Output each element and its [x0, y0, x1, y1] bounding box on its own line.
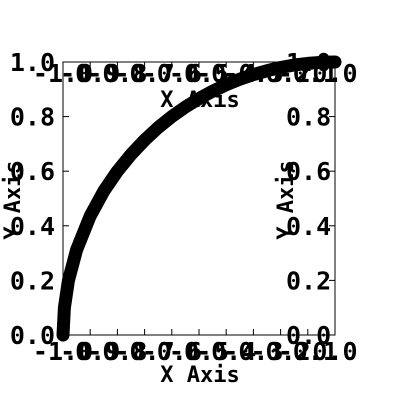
x-tick-label-top: -0.2: [250, 59, 310, 88]
labels-layer: -1.0-1.0-0.9-0.9-0.8-0.8-0.7-0.7-0.6-0.6…: [10, 48, 358, 366]
x-tick-label-top: -0.1: [278, 59, 338, 88]
y-tick-label-left: 1.0: [10, 48, 55, 77]
x-tick-label-bottom: -0.8: [87, 337, 147, 366]
x-tick-label-top: -0.8: [87, 59, 147, 88]
x-tick-label-top: -0.9: [60, 59, 120, 88]
y-tick-label-left: 0.2: [10, 266, 55, 295]
y-tick-label-right: 0.8: [286, 103, 331, 132]
x-tick-label-bottom: -0.7: [114, 337, 174, 366]
x-tick-label-top: -0.4: [196, 59, 256, 88]
x-tick-label-top: -0.3: [223, 59, 283, 88]
y-tick-label-left: 0.0: [10, 321, 55, 350]
x-tick-label-top: -0.6: [142, 59, 202, 88]
series-layer: [56, 55, 342, 342]
x-tick-label-bottom: -0.5: [169, 337, 229, 366]
x-axis-title-bottom: X Axis: [160, 363, 239, 388]
x-tick-label-bottom: -0.1: [278, 337, 338, 366]
x-tick-label-bottom: 0.0: [312, 337, 357, 366]
y-tick-label-right: 0.2: [286, 266, 331, 295]
x-tick-label-bottom: -0.2: [250, 337, 310, 366]
y-tick-label-right: 0.6: [286, 157, 331, 186]
y-axis-title-right: Y Axis: [274, 160, 299, 239]
y-axis-title-left: Y Axis: [1, 160, 26, 239]
x-axis-title-top: X Axis: [160, 88, 239, 113]
y-tick-label-right: 0.4: [286, 212, 331, 241]
y-tick-label-right: 1.0: [286, 48, 331, 77]
x-tick-label-top: -1.0: [33, 59, 93, 88]
series-line: [56, 55, 342, 342]
x-tick-label-bottom: -0.4: [196, 337, 256, 366]
y-tick-label-left: 0.4: [10, 212, 55, 241]
x-tick-label-top: -0.7: [114, 59, 174, 88]
x-tick-label-bottom: -0.9: [60, 337, 120, 366]
x-tick-label-top: -0.5: [169, 59, 229, 88]
y-tick-label-left: 0.6: [10, 157, 55, 186]
y-tick-label-left: 0.8: [10, 103, 55, 132]
y-tick-label-right: 0.0: [286, 321, 331, 350]
x-tick-label-bottom: -0.6: [142, 337, 202, 366]
x-tick-label-bottom: -0.3: [223, 337, 283, 366]
x-tick-label-top: 0.0: [312, 59, 357, 88]
x-tick-label-bottom: -1.0: [33, 337, 93, 366]
